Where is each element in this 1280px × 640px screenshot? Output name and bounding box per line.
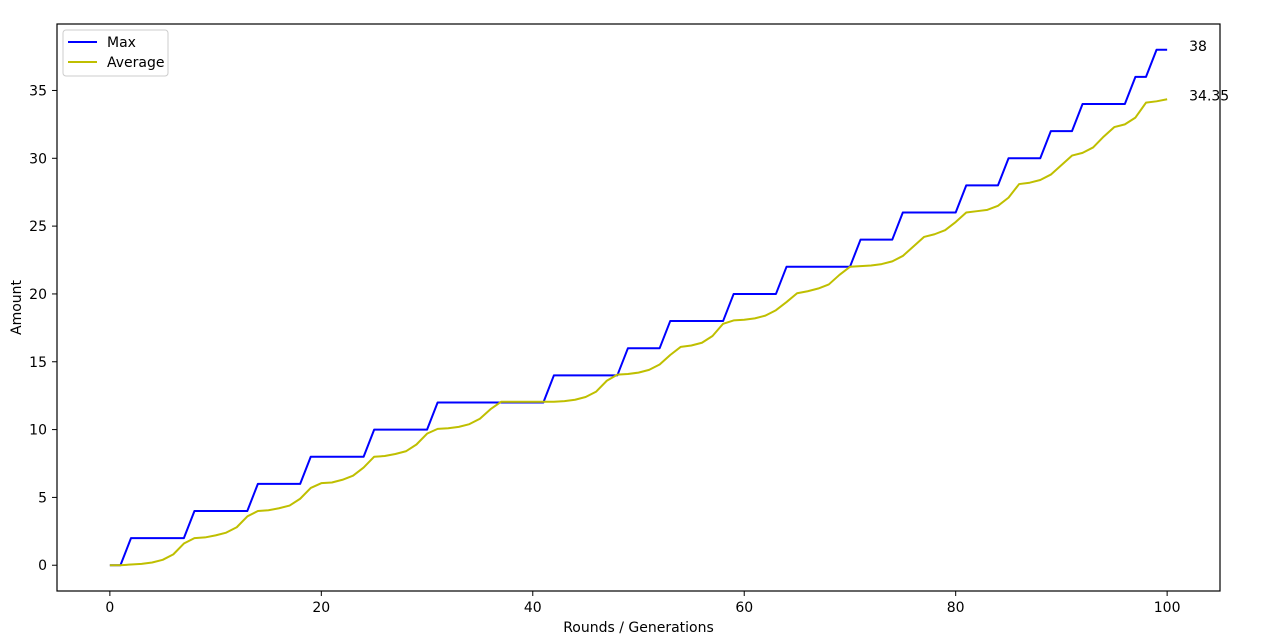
y-tick-label: 15 xyxy=(29,355,47,371)
y-tick-label: 10 xyxy=(29,423,47,439)
plot-area xyxy=(57,24,1220,591)
x-tick-label: 40 xyxy=(524,600,542,616)
end-value-annotations: 38 34.35 xyxy=(1189,39,1229,105)
legend-label-max: Max xyxy=(107,35,136,51)
x-tick-label: 80 xyxy=(947,600,965,616)
plot-frame xyxy=(56,23,1221,592)
y-tick-label: 0 xyxy=(38,558,47,574)
series-line-max xyxy=(109,48,1168,567)
x-tick-label: 100 xyxy=(1154,600,1181,616)
x-tick-label: 0 xyxy=(105,600,114,616)
y-tick-label: 25 xyxy=(29,219,47,235)
y-axis-label: Amount xyxy=(9,279,25,335)
series-lines xyxy=(109,48,1168,567)
y-tick-label: 30 xyxy=(29,151,47,167)
y-tick-label: 20 xyxy=(29,287,47,303)
x-tick-label: 60 xyxy=(735,600,753,616)
annotation-label: 34.35 xyxy=(1189,88,1229,104)
y-tick-label: 5 xyxy=(38,490,47,506)
x-tick-label: 20 xyxy=(312,600,330,616)
x-axis-label: Rounds / Generations xyxy=(563,620,714,636)
annotation-label: 38 xyxy=(1189,39,1207,55)
series-line-average xyxy=(109,98,1168,567)
y-axis: 0 5 10 15 20 25 30 35 xyxy=(29,83,57,574)
legend: Max Average xyxy=(62,29,169,77)
legend-label-average: Average xyxy=(107,55,165,71)
y-tick-label: 35 xyxy=(29,83,47,99)
x-axis: 0 20 40 60 80 100 xyxy=(105,591,1181,616)
